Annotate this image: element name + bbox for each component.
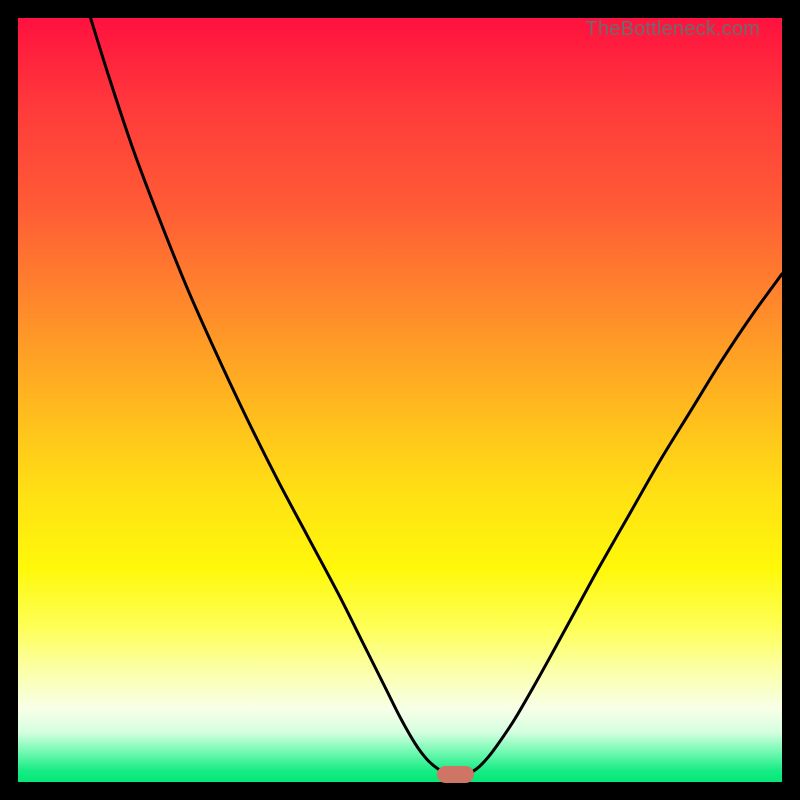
optimal-point-marker [437,766,474,783]
chart-frame: TheBottleneck.com [18,18,782,782]
attribution-label: TheBottleneck.com [585,18,760,41]
chart-background [18,18,782,782]
bottleneck-chart [18,18,782,782]
